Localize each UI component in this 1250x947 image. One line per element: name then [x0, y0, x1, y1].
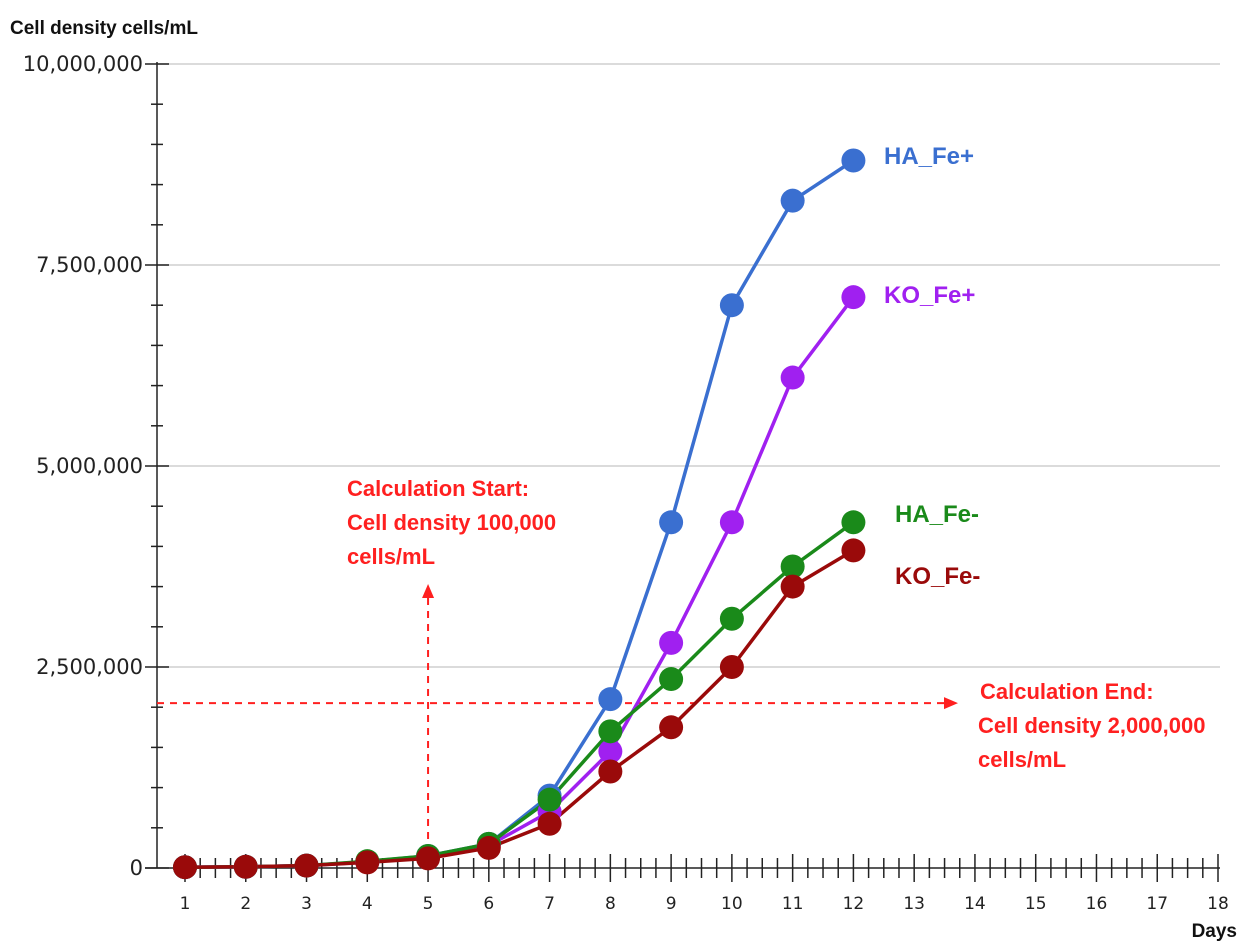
x-tick-label: 18 [1207, 894, 1229, 914]
x-tick-label: 7 [544, 894, 555, 914]
gridlines [157, 63, 1220, 668]
data-point [476, 835, 501, 860]
data-point [659, 510, 684, 535]
data-point [598, 759, 623, 784]
x-tick-label: 2 [240, 894, 251, 914]
x-tick-label: 14 [964, 894, 986, 914]
data-point [841, 510, 866, 535]
y-tick-label: 2,500,000 [36, 655, 143, 679]
data-point [659, 667, 684, 692]
end-annotation-text: Calculation End: [980, 679, 1154, 704]
data-point [416, 846, 441, 871]
axes [145, 62, 1220, 882]
start-annotation-text: Cell density 100,000 [347, 510, 556, 535]
data-point [537, 811, 562, 836]
x-tick-label: 9 [666, 894, 677, 914]
x-tick-label: 13 [903, 894, 925, 914]
x-tick-label: 8 [605, 894, 616, 914]
annotation-arrows [157, 584, 958, 852]
x-tick-label: 16 [1086, 894, 1108, 914]
end-arrowhead [944, 697, 958, 710]
chart-labels: Cell density cells/mL Days 0 2,500,000 5,0… [10, 18, 1237, 942]
data-point [719, 606, 744, 631]
data-point [659, 715, 684, 740]
x-tick-label: 6 [483, 894, 494, 914]
data-point [780, 554, 805, 579]
y-tick-label: 0 [130, 856, 143, 880]
data-point [233, 854, 258, 879]
data-point [173, 855, 197, 880]
data-point [780, 574, 805, 599]
data-point [780, 188, 805, 213]
x-tick-label: 3 [301, 894, 312, 914]
start-annotation-text: cells/mL [347, 544, 435, 569]
data-point [841, 538, 866, 563]
data-point [719, 510, 744, 535]
x-tick-label: 10 [721, 894, 743, 914]
y-axis-title: Cell density cells/mL [10, 18, 198, 39]
data-point [841, 285, 866, 310]
x-tick-label: 5 [423, 894, 434, 914]
x-tick-label: 1 [180, 894, 191, 914]
end-annotation-text: Cell density 2,000,000 [978, 713, 1205, 738]
data-point [537, 787, 562, 812]
data-point [659, 630, 684, 655]
data-point [719, 655, 744, 679]
start-arrowhead [422, 584, 435, 598]
series-line [184, 520, 855, 869]
y-tick-label: 7,500,000 [36, 253, 143, 277]
series-line [184, 296, 855, 869]
series-lines [173, 148, 866, 880]
x-tick-label: 12 [843, 894, 865, 914]
data-point [598, 739, 623, 764]
data-point [780, 365, 805, 390]
x-tick-label: 17 [1146, 894, 1168, 914]
data-point [294, 853, 319, 878]
x-tick-label: 15 [1025, 894, 1047, 914]
series-label: HA_Fe- [895, 501, 979, 528]
series-label: KO_Fe- [895, 563, 980, 590]
x-tick-label: 11 [782, 894, 804, 914]
y-tick-label: 5,000,000 [36, 454, 143, 478]
x-axis-title: Days [1192, 921, 1237, 942]
series-label: KO_Fe+ [884, 282, 975, 309]
data-point [598, 687, 623, 712]
data-point [355, 850, 380, 875]
end-annotation-text: cells/mL [978, 747, 1066, 772]
start-annotation-text: Calculation Start: [347, 476, 529, 501]
data-point [598, 719, 623, 744]
x-tick-label: 4 [362, 894, 373, 914]
data-point [719, 293, 744, 318]
series-label: HA_Fe+ [884, 143, 974, 170]
data-point [841, 148, 866, 173]
y-tick-label: 10,000,000 [23, 52, 143, 76]
